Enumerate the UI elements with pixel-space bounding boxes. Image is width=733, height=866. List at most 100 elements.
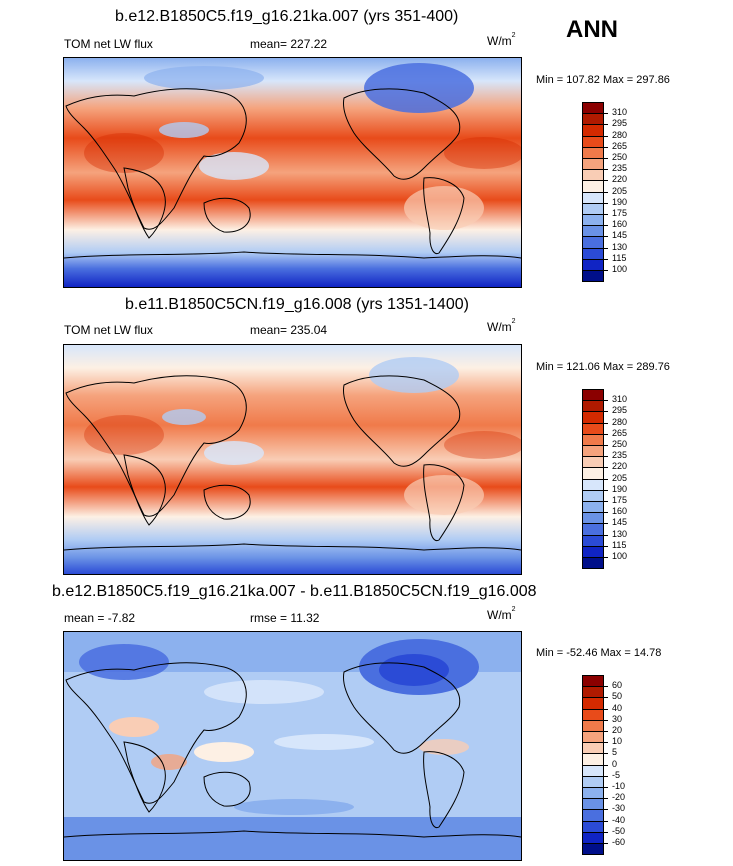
colorbar-label: 160: [612, 219, 628, 230]
colorbar-tick: [604, 820, 608, 822]
colorbar-tick: [604, 400, 608, 402]
colorbar-tick: [604, 191, 608, 193]
colorbar-tick: [604, 180, 608, 182]
colorbar-label: -50: [612, 825, 626, 836]
colorbar-tick: [604, 742, 608, 744]
panel-1-units: W/m2: [487, 32, 516, 48]
colorbar-label: 130: [612, 241, 628, 252]
colorbar-tick: [604, 775, 608, 777]
colorbar-label: 235: [612, 450, 628, 461]
colorbar-label: 220: [612, 174, 628, 185]
colorbar-label: -5: [612, 769, 621, 780]
panel-3-map: [63, 631, 522, 861]
colorbar-tick: [604, 809, 608, 811]
panel-2-title: b.e11.B1850C5CN.f19_g16.008 (yrs 1351-14…: [125, 296, 469, 313]
colorbar-label: 5: [612, 747, 618, 758]
colorbar-tick: [604, 787, 608, 788]
colorbar-label: 295: [612, 405, 628, 416]
colorbar-label: 310: [612, 394, 628, 405]
colorbar-label: 235: [612, 163, 628, 174]
colorbar-label: 205: [612, 472, 628, 483]
panel-2-units: W/m2: [487, 318, 516, 334]
colorbar-label: 30: [612, 713, 623, 724]
colorbar-tick: [604, 697, 608, 699]
colorbar-label: 205: [612, 185, 628, 196]
season-label: ANN: [566, 16, 618, 43]
colorbar-label: 175: [612, 495, 628, 505]
colorbar-label: 50: [612, 691, 623, 702]
colorbar-tick: [604, 545, 608, 547]
colorbar-swatch: [582, 843, 604, 856]
colorbar-tick: [604, 478, 608, 480]
colorbar-label: 175: [612, 208, 628, 218]
panel-3-map-field: [64, 632, 521, 860]
colorbar-tick: [604, 523, 608, 525]
colorbar-tick: [604, 512, 608, 514]
colorbar-label: 310: [612, 107, 628, 118]
panel-1-map-field: [64, 58, 521, 287]
colorbar-label: 280: [612, 416, 628, 427]
colorbar-label: 145: [612, 230, 628, 241]
colorbar-tick: [604, 445, 608, 446]
colorbar-tick: [604, 270, 608, 271]
colorbar-label: 115: [612, 539, 627, 550]
panel-1-map: [63, 57, 522, 288]
panel-1-minmax: Min = 107.82 Max = 297.86: [536, 74, 670, 86]
colorbar-tick: [604, 456, 608, 458]
colorbar-tick: [604, 214, 608, 215]
colorbar-label: 160: [612, 506, 628, 517]
panel-3-minmax: Min = -52.46 Max = 14.78: [536, 647, 662, 659]
colorbar-tick: [604, 719, 608, 721]
colorbar-tick: [604, 764, 608, 766]
colorbar-tick: [604, 258, 608, 260]
colorbar-tick: [604, 433, 608, 435]
panel-3-units: W/m2: [487, 606, 516, 622]
colorbar-tick: [604, 467, 608, 469]
colorbar-tick: [604, 831, 608, 833]
colorbar-tick: [604, 731, 608, 732]
colorbar-label: 20: [612, 725, 623, 735]
colorbar-tick: [604, 708, 608, 710]
colorbar-label: -20: [612, 792, 626, 803]
colorbar-label: 145: [612, 517, 628, 528]
colorbar-tick: [604, 247, 608, 249]
colorbar-label: -30: [612, 803, 626, 814]
panel-1-variable: TOM net LW flux: [64, 37, 153, 51]
panel-2-minmax: Min = 121.06 Max = 289.76: [536, 361, 670, 373]
colorbar-label: 265: [612, 427, 628, 438]
colorbar-label: 0: [612, 758, 618, 769]
colorbar-tick: [604, 113, 608, 115]
colorbar-tick: [604, 146, 608, 148]
colorbar-label: 60: [612, 680, 623, 691]
colorbar-label: 250: [612, 152, 628, 162]
colorbar-label: 100: [612, 551, 628, 561]
panel-2-mean: mean= 235.04: [250, 323, 328, 337]
panel-2-map-field: [64, 345, 521, 574]
colorbar-tick: [604, 158, 608, 159]
colorbar-tick: [604, 501, 608, 502]
panel-3-rmse: rmse = 11.32: [250, 611, 320, 625]
colorbar-tick: [604, 686, 608, 688]
colorbar-swatch: [582, 557, 604, 570]
colorbar-label: 10: [612, 736, 623, 747]
colorbar-label: 250: [612, 439, 628, 449]
colorbar-tick: [604, 411, 608, 413]
colorbar-tick: [604, 124, 608, 126]
colorbar-tick: [604, 798, 608, 800]
colorbar-tick: [604, 753, 608, 755]
colorbar-label: 190: [612, 196, 628, 207]
colorbar-swatch: [582, 270, 604, 283]
colorbar-label: -10: [612, 781, 626, 791]
colorbar-tick: [604, 489, 608, 491]
colorbar-label: 220: [612, 461, 628, 472]
colorbar-label: 130: [612, 528, 628, 539]
colorbar-tick: [604, 135, 608, 137]
colorbar-label: 190: [612, 483, 628, 494]
panel-3-title: b.e12.B1850C5.f19_g16.21ka.007 - b.e11.B…: [52, 583, 537, 600]
colorbar-label: -60: [612, 837, 626, 847]
panel-1-title: b.e12.B1850C5.f19_g16.21ka.007 (yrs 351-…: [115, 8, 459, 25]
colorbar-tick: [604, 225, 608, 227]
colorbar-tick: [604, 422, 608, 424]
colorbar-tick: [604, 169, 608, 171]
panel-3-mean: mean = -7.82: [64, 611, 136, 625]
